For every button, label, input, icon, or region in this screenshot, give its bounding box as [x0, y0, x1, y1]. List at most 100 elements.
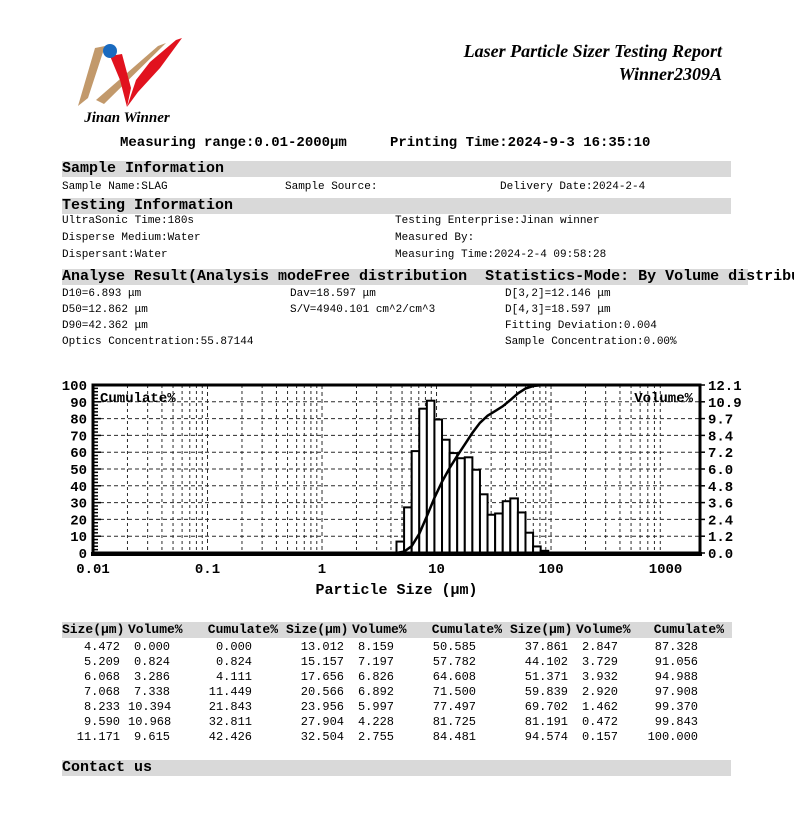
x-axis-title: Particle Size (μm): [315, 582, 477, 599]
table-cell-cumulate: 81.725: [432, 715, 476, 729]
analyse-col-3: D[4,3]=18.597 μm: [505, 304, 611, 316]
table-cell-size: 8.233: [83, 700, 120, 714]
sample-name: Sample Name:SLAG: [62, 181, 168, 193]
table-header-cell: Volume%: [576, 622, 631, 637]
section-testing-information: Testing Information: [62, 198, 731, 214]
right-axis-tick-label: 2.4: [708, 513, 733, 529]
x-axis-tick-label: 1000: [649, 562, 683, 578]
table-cell-volume: 5.997: [357, 700, 394, 714]
table-cell-size: 37.861: [524, 640, 568, 654]
table-header-cell: Cumulate%: [653, 622, 724, 637]
table-cell-size: 23.956: [300, 700, 344, 714]
table-cell-cumulate: 84.481: [432, 730, 476, 744]
left-axis-tick-label: 0: [79, 547, 87, 563]
left-axis-tick-label: 10: [70, 530, 87, 546]
testing-info-row: Dispersant:Water Measuring Time:2024-2-4 …: [62, 247, 731, 264]
particle-size-distribution-chart: 01020304050607080901000.01.22.43.64.86.0…: [62, 379, 742, 599]
analyse-col-1: D90=42.362 μm: [62, 320, 148, 332]
analyse-result-row: D10=6.893 μm Dav=18.597 μm D[3,2]=12.146 μ…: [62, 286, 762, 302]
table-cell-size: 9.590: [83, 715, 120, 729]
testing-info-right: Testing Enterprise:Jinan winner: [395, 215, 600, 227]
table-cell-size: 15.157: [300, 655, 344, 669]
table-cell-volume: 6.826: [357, 670, 394, 684]
table-cell-size: 11.171: [76, 730, 120, 744]
analyse-result-rows: D10=6.893 μm Dav=18.597 μm D[3,2]=12.146 μ…: [62, 286, 762, 350]
section-contact-us: Contact us: [62, 760, 731, 776]
table-cell-volume: 2.755: [357, 730, 394, 744]
table-header-cell: Size(μm): [62, 622, 125, 637]
table-cell-size: 6.068: [83, 670, 120, 684]
table-cell-volume: 2.920: [581, 685, 618, 699]
table-cell-size: 5.209: [83, 655, 120, 669]
cumulative-curve: [396, 383, 700, 555]
left-axis-tick-label: 70: [70, 429, 87, 445]
table-cell-size: 4.472: [83, 640, 120, 654]
logo-tan-swoosh: [96, 43, 166, 104]
testing-info-rows: UltraSonic Time:180s Testing Enterprise:J…: [62, 213, 731, 264]
analyse-col-1: Optics Concentration:55.87144: [62, 336, 254, 348]
company-name: Jinan Winner: [84, 110, 170, 126]
table-cell-volume: 3.286: [133, 670, 170, 684]
volume-series-label: Volume%: [634, 391, 693, 407]
table-cell-volume: 9.615: [133, 730, 170, 744]
table-header-cell: Cumulate%: [207, 622, 278, 637]
histogram-bar: [463, 456, 474, 554]
company-logo: [78, 38, 182, 107]
table-cell-cumulate: 91.056: [654, 655, 698, 669]
logo-red-left-stroke: [110, 54, 131, 107]
table-cell-volume: 8.159: [357, 640, 394, 654]
logo-red-swoosh: [127, 38, 182, 107]
table-cell-size: 69.702: [524, 700, 568, 714]
table-cell-cumulate: 42.426: [208, 730, 252, 744]
analyse-col-2: Dav=18.597 μm: [290, 288, 376, 300]
table-header-cell: Size(μm): [510, 622, 573, 637]
right-axis-tick-label: 10.9: [708, 396, 742, 412]
table-cell-cumulate: 0.000: [215, 640, 252, 654]
table-cell-volume: 0.472: [581, 715, 618, 729]
table-cell-volume: 4.228: [357, 715, 394, 729]
histogram-bar: [486, 513, 497, 555]
table-cell-size: 51.371: [524, 670, 568, 684]
table-cell-cumulate: 99.370: [654, 700, 698, 714]
logo-tan-wedge: [78, 46, 105, 106]
table-cell-cumulate: 57.782: [432, 655, 476, 669]
table-cell-volume: 2.847: [581, 640, 618, 654]
analyse-result-row: D50=12.862 μm S/V=4940.101 cm^2/cm^3 D[4,3…: [62, 302, 762, 318]
right-axis-tick-label: 1.2: [708, 530, 733, 546]
table-cell-size: 27.904: [300, 715, 344, 729]
histogram-bar: [516, 511, 527, 555]
histogram-bar: [441, 438, 451, 554]
table-cell-size: 94.574: [524, 730, 568, 744]
histogram-bar: [524, 531, 535, 554]
table-cell-volume: 3.729: [581, 655, 618, 669]
table-cell-cumulate: 77.497: [432, 700, 476, 714]
table-cell-cumulate: 87.328: [654, 640, 698, 654]
table-header-cell: Size(μm): [286, 622, 349, 637]
testing-info-left: Dispersant:Water: [62, 249, 168, 261]
table-cell-cumulate: 4.111: [215, 670, 252, 684]
analyse-col-3: D[3,2]=12.146 μm: [505, 288, 611, 300]
histogram-bar: [494, 512, 504, 554]
printing-time: Printing Time:2024-9-3 16:35:10: [390, 135, 651, 151]
right-axis-tick-label: 6.0: [708, 463, 733, 479]
left-axis-tick-label: 80: [70, 413, 87, 429]
table-cell-volume: 0.824: [133, 655, 170, 669]
table-cell-size: 59.839: [524, 685, 568, 699]
distribution-table-header: Size(μm) Volume% Cumulate% Size(μm) Volume% C…: [62, 622, 732, 638]
testing-info-right: Measuring Time:2024-2-4 09:58:28: [395, 249, 607, 261]
table-cell-volume: 7.338: [133, 685, 170, 699]
section-sample-information: Sample Information: [62, 161, 731, 177]
table-cell-cumulate: 71.500: [432, 685, 476, 699]
table-cell-size: 7.068: [83, 685, 120, 699]
left-axis-tick-label: 60: [70, 446, 87, 462]
table-header-cell: Cumulate%: [431, 622, 502, 637]
table-cell-cumulate: 99.843: [654, 715, 698, 729]
table-cell-volume: 1.462: [581, 700, 618, 714]
right-axis-tick-label: 8.4: [708, 429, 733, 445]
table-cell-cumulate: 94.988: [654, 670, 698, 684]
left-axis-tick-label: 100: [62, 379, 87, 395]
table-cell-size: 13.012: [300, 640, 344, 654]
testing-info-row: UltraSonic Time:180s Testing Enterprise:J…: [62, 213, 731, 230]
cumulate-series-label: Cumulate%: [100, 391, 176, 407]
